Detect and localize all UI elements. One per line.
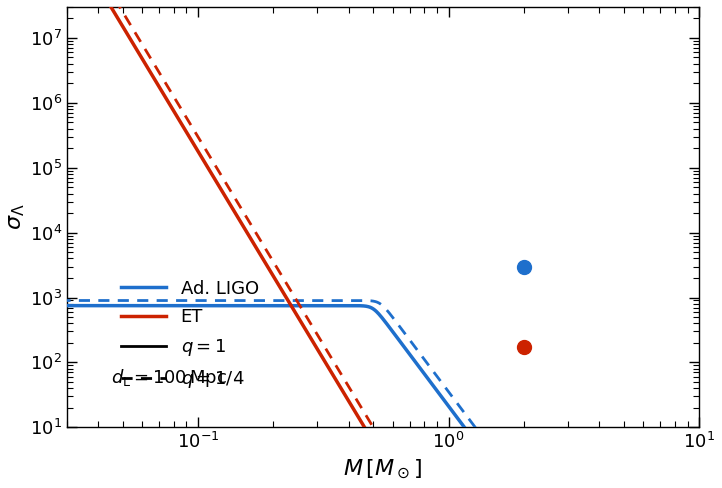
Y-axis label: $\sigma_\Lambda$: $\sigma_\Lambda$ [7,204,27,230]
Text: $d_\mathrm{L} = 100\,\mathrm{Mpc}$: $d_\mathrm{L} = 100\,\mathrm{Mpc}$ [111,367,227,389]
X-axis label: $M\,[M_\odot]$: $M\,[M_\odot]$ [344,458,422,481]
Legend: Ad. LIGO, ET, $q = 1$, $q = 1/4$: Ad. LIGO, ET, $q = 1$, $q = 1/4$ [114,272,266,397]
